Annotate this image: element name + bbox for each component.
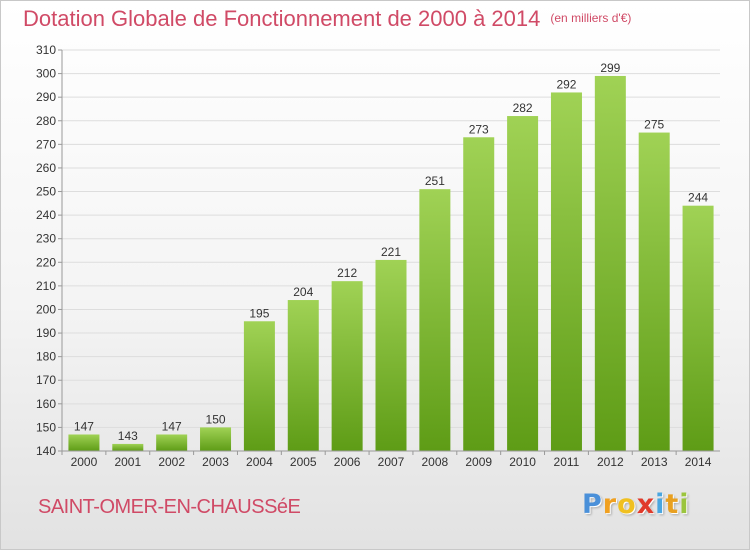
bar-2005 bbox=[287, 300, 319, 451]
x-tick-label: 2008 bbox=[422, 455, 449, 469]
bar-value-label: 299 bbox=[600, 61, 620, 75]
bar-value-label: 251 bbox=[425, 174, 445, 188]
data-labels: 147 143 147 150 195 204 212 221 251 273 282 292 299 2… bbox=[74, 61, 708, 443]
y-tick-label: 280 bbox=[36, 114, 56, 128]
bar-value-label: 204 bbox=[293, 285, 313, 299]
y-tick-label: 210 bbox=[36, 279, 56, 293]
bar-2000 bbox=[68, 434, 100, 451]
x-tick-label: 2002 bbox=[158, 455, 185, 469]
bar-2004 bbox=[243, 321, 275, 451]
x-tick-label: 2012 bbox=[597, 455, 624, 469]
y-tick-label: 270 bbox=[36, 137, 56, 151]
logo-letter: i bbox=[679, 489, 690, 520]
y-tick-label: 180 bbox=[36, 350, 56, 364]
bar-2009 bbox=[463, 137, 495, 451]
y-tick-label: 300 bbox=[36, 67, 56, 81]
x-tick-label: 2006 bbox=[334, 455, 361, 469]
y-tick-label: 290 bbox=[36, 90, 56, 104]
bar-value-label: 221 bbox=[381, 245, 401, 259]
bar-value-label: 275 bbox=[644, 118, 664, 132]
bar-value-label: 244 bbox=[688, 191, 708, 205]
y-tick-label: 240 bbox=[36, 208, 56, 222]
x-tick-label: 2001 bbox=[114, 455, 141, 469]
bar-2011 bbox=[550, 92, 582, 451]
logo-letter: o bbox=[617, 489, 637, 520]
x-tick-label: 2000 bbox=[71, 455, 98, 469]
logo-letter: i bbox=[655, 489, 666, 520]
bar-value-label: 282 bbox=[513, 101, 533, 115]
bar-value-label: 147 bbox=[74, 419, 94, 433]
y-tick-label: 220 bbox=[36, 255, 56, 269]
y-tick-label: 310 bbox=[36, 43, 56, 57]
bar-2008 bbox=[419, 189, 451, 451]
bar-2012 bbox=[594, 75, 626, 452]
x-tick-label: 2003 bbox=[202, 455, 229, 469]
logo-letter: t bbox=[665, 489, 680, 520]
x-tick-label: 2004 bbox=[246, 455, 273, 469]
bar-2006 bbox=[331, 281, 363, 451]
logo-letter: r bbox=[602, 489, 618, 520]
bar-value-label: 143 bbox=[118, 429, 138, 443]
logo-letter: x bbox=[636, 489, 656, 520]
bar-value-label: 150 bbox=[206, 412, 226, 426]
proxiti-logo[interactable]: Proxiti bbox=[582, 489, 690, 520]
bar-value-label: 292 bbox=[556, 77, 576, 91]
bar-2007 bbox=[375, 259, 407, 451]
x-tick-label: 2014 bbox=[685, 455, 712, 469]
x-tick-label: 2010 bbox=[509, 455, 536, 469]
logo-letter: P bbox=[582, 489, 603, 520]
y-tick-label: 190 bbox=[36, 326, 56, 340]
y-tick-label: 160 bbox=[36, 397, 56, 411]
x-tick-label: 2007 bbox=[378, 455, 405, 469]
bar-2002 bbox=[156, 434, 188, 451]
bar-2001 bbox=[112, 443, 144, 451]
x-tick-label: 2013 bbox=[641, 455, 668, 469]
x-tick-label: 2005 bbox=[290, 455, 317, 469]
bar-value-label: 147 bbox=[162, 419, 182, 433]
bar-2003 bbox=[200, 427, 232, 451]
bar-value-label: 212 bbox=[337, 266, 357, 280]
bar-value-label: 273 bbox=[469, 122, 489, 136]
commune-name: SAINT-OMER-EN-CHAUSSéE bbox=[38, 496, 301, 518]
y-tick-label: 150 bbox=[36, 420, 56, 434]
x-tick-label: 2011 bbox=[554, 455, 580, 469]
y-tick-label: 250 bbox=[36, 185, 56, 199]
y-tick-label: 200 bbox=[36, 302, 56, 316]
y-tick-label: 230 bbox=[36, 232, 56, 246]
bars bbox=[68, 75, 714, 452]
chart-title: Dotation Globale de Fonctionnement de 20… bbox=[23, 6, 631, 32]
x-tick-label: 2009 bbox=[465, 455, 492, 469]
bar-2014 bbox=[682, 205, 714, 451]
bar-2013 bbox=[638, 132, 670, 451]
y-tick-label: 260 bbox=[36, 161, 56, 175]
chart-title-text: Dotation Globale de Fonctionnement de 20… bbox=[23, 6, 541, 31]
y-tick-label: 140 bbox=[36, 444, 56, 458]
bar-value-label: 195 bbox=[249, 306, 269, 320]
y-axis: 140 150 160 170 180 190 200 210 220 230 240 250 260 2… bbox=[36, 43, 63, 458]
x-axis: 2000 2001 2002 2003 2004 2005 2006 2007 2008 2009… bbox=[61, 450, 720, 469]
bar-2010 bbox=[507, 116, 539, 451]
unit-note: (en milliers d'€) bbox=[550, 11, 632, 25]
y-tick-label: 170 bbox=[36, 373, 56, 387]
